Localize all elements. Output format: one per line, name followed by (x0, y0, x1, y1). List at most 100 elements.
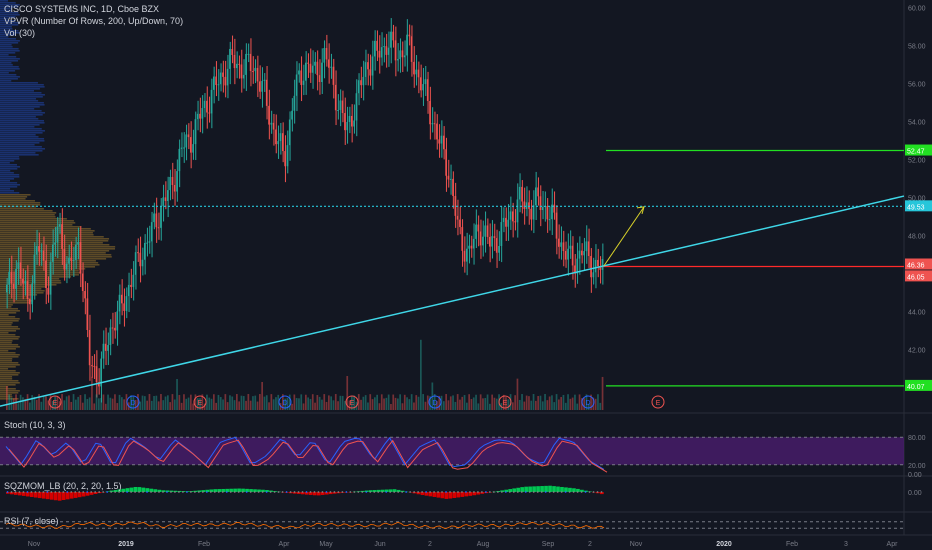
sqzmom-legend[interactable]: SQZMOM_LB (20, 2, 20, 1.5) (4, 481, 122, 491)
sqzmom-dot (313, 491, 316, 493)
candle-body (472, 238, 475, 249)
volume-profile-bar (0, 36, 9, 38)
volume-bar (114, 394, 116, 410)
volume-bar (100, 398, 102, 410)
candle-body (390, 31, 392, 48)
volume-profile-bar (0, 312, 17, 314)
volume-profile-bar (0, 336, 20, 338)
candle-body (539, 196, 542, 210)
volume-bar (8, 394, 10, 410)
vol-legend[interactable]: Vol (30) (4, 28, 35, 38)
candle-body (88, 329, 91, 366)
candle-body (431, 123, 434, 125)
stoch-tick-label: 20.00 (908, 463, 926, 470)
candle-body (417, 69, 420, 78)
volume-bar (367, 402, 369, 410)
volume-profile-bar (0, 114, 43, 116)
sqzmom-bar (376, 489, 381, 492)
candle-body (35, 246, 38, 255)
candle-body (261, 80, 263, 92)
candle-body (295, 74, 298, 96)
vpvr-legend[interactable]: VPVR (Number Of Rows, 200, Up/Down, 70) (4, 16, 183, 26)
volume-profile-bar (0, 368, 9, 370)
sqzmom-bar (233, 488, 237, 492)
sqzmom-dot (38, 491, 41, 493)
candle-body (79, 242, 82, 274)
sqzmom-dot (10, 491, 13, 493)
volume-profile-bar (0, 342, 12, 344)
volume-profile-bar (0, 274, 79, 276)
volume-bar (164, 396, 167, 410)
price-badge (905, 379, 932, 391)
volume-bar (125, 394, 128, 410)
volume-profile-bar (0, 144, 35, 146)
volume-bar (150, 400, 153, 410)
volume-profile-bar (0, 50, 20, 52)
sqzmom-dot (178, 491, 180, 493)
sqzmom-dot (241, 491, 244, 493)
candle-body (530, 208, 533, 220)
sqzmom-dot (516, 491, 519, 493)
sqzmom-dot (481, 491, 483, 493)
rsi-legend[interactable]: RSI (7, close) (4, 516, 59, 526)
time-axis-label: Sep (542, 541, 555, 548)
stoch-legend[interactable]: Stoch (10, 3, 3) (4, 420, 66, 430)
sqzmom-bar (29, 492, 34, 497)
sqzmom-dot (309, 491, 312, 493)
sqzmom-bar (420, 492, 425, 496)
sqzmom-dot (445, 491, 447, 493)
volume-bar (291, 403, 293, 410)
volume-profile-bar (0, 134, 36, 136)
sqzmom-bar (440, 492, 445, 499)
sqzmom-bar (265, 490, 269, 492)
sqzmom-dot (237, 491, 240, 493)
volume-profile-bar (0, 70, 16, 72)
volume-profile-bar (0, 350, 9, 352)
volume-profile-bar (0, 18, 9, 20)
volume-bar (261, 381, 263, 410)
sqzmom-dot (429, 491, 431, 493)
stoch-d-line (8, 439, 608, 473)
candle-body (242, 74, 245, 79)
sqzmom-bar (424, 492, 429, 496)
sqzmom-bar (33, 492, 38, 498)
candle-body (587, 241, 590, 256)
volume-profile-bar (0, 374, 19, 376)
trendline (0, 195, 905, 407)
candle-body (183, 147, 185, 149)
candle-body (514, 221, 516, 223)
sqzmom-bar (41, 492, 46, 499)
price-tick-label: 42.00 (908, 347, 926, 354)
volume-bar (449, 396, 452, 410)
volume-bar (491, 394, 493, 410)
volume-bar (339, 395, 342, 410)
sqzmom-bar (308, 492, 313, 495)
candle-body (585, 241, 588, 252)
volume-profile-bar (0, 370, 16, 372)
volume-bar (530, 400, 533, 410)
candle-body (240, 64, 243, 79)
volume-profile-bar (0, 182, 18, 184)
candle-body (380, 47, 383, 58)
volume-bar (420, 339, 422, 410)
price-tick-label: 60.00 (908, 6, 926, 13)
candle-body (314, 61, 316, 66)
candle-body (178, 148, 181, 172)
volume-profile-bar (0, 288, 42, 290)
candle-body (233, 54, 236, 69)
price-badge (905, 270, 932, 282)
symbol-title: CISCO SYSTEMS INC, 1D, Cboe BZX (4, 4, 160, 14)
sqzmom-dot (496, 491, 499, 493)
candle-body (291, 110, 293, 120)
rsi-line (5, 521, 605, 530)
sqzmom-bar (25, 492, 30, 497)
volume-profile-bar (0, 392, 19, 394)
candle-body (277, 141, 280, 145)
candle-body (282, 133, 284, 152)
symbol-legend[interactable]: CISCO SYSTEMS INC, 1D, Cboe BZX (4, 4, 159, 14)
volume-profile-bar (0, 14, 20, 16)
volume-profile-bar (0, 78, 18, 80)
candle-body (374, 40, 376, 57)
volume-bar (295, 398, 298, 410)
